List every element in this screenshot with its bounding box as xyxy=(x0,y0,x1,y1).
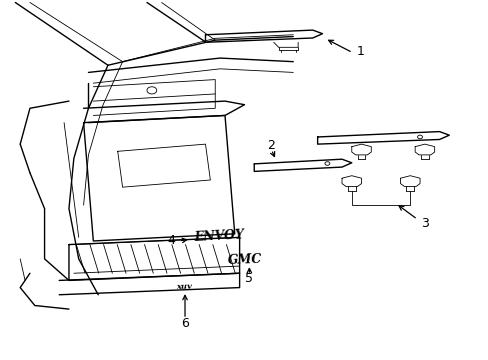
Text: 3: 3 xyxy=(420,216,428,230)
Text: 4: 4 xyxy=(167,234,175,247)
Text: GMC: GMC xyxy=(227,253,262,267)
Text: 5: 5 xyxy=(245,272,253,285)
Text: ENVOY: ENVOY xyxy=(193,228,244,244)
Text: xuv: xuv xyxy=(176,283,192,291)
Text: 1: 1 xyxy=(356,45,364,58)
Text: 6: 6 xyxy=(181,317,188,330)
Text: 2: 2 xyxy=(267,139,275,152)
